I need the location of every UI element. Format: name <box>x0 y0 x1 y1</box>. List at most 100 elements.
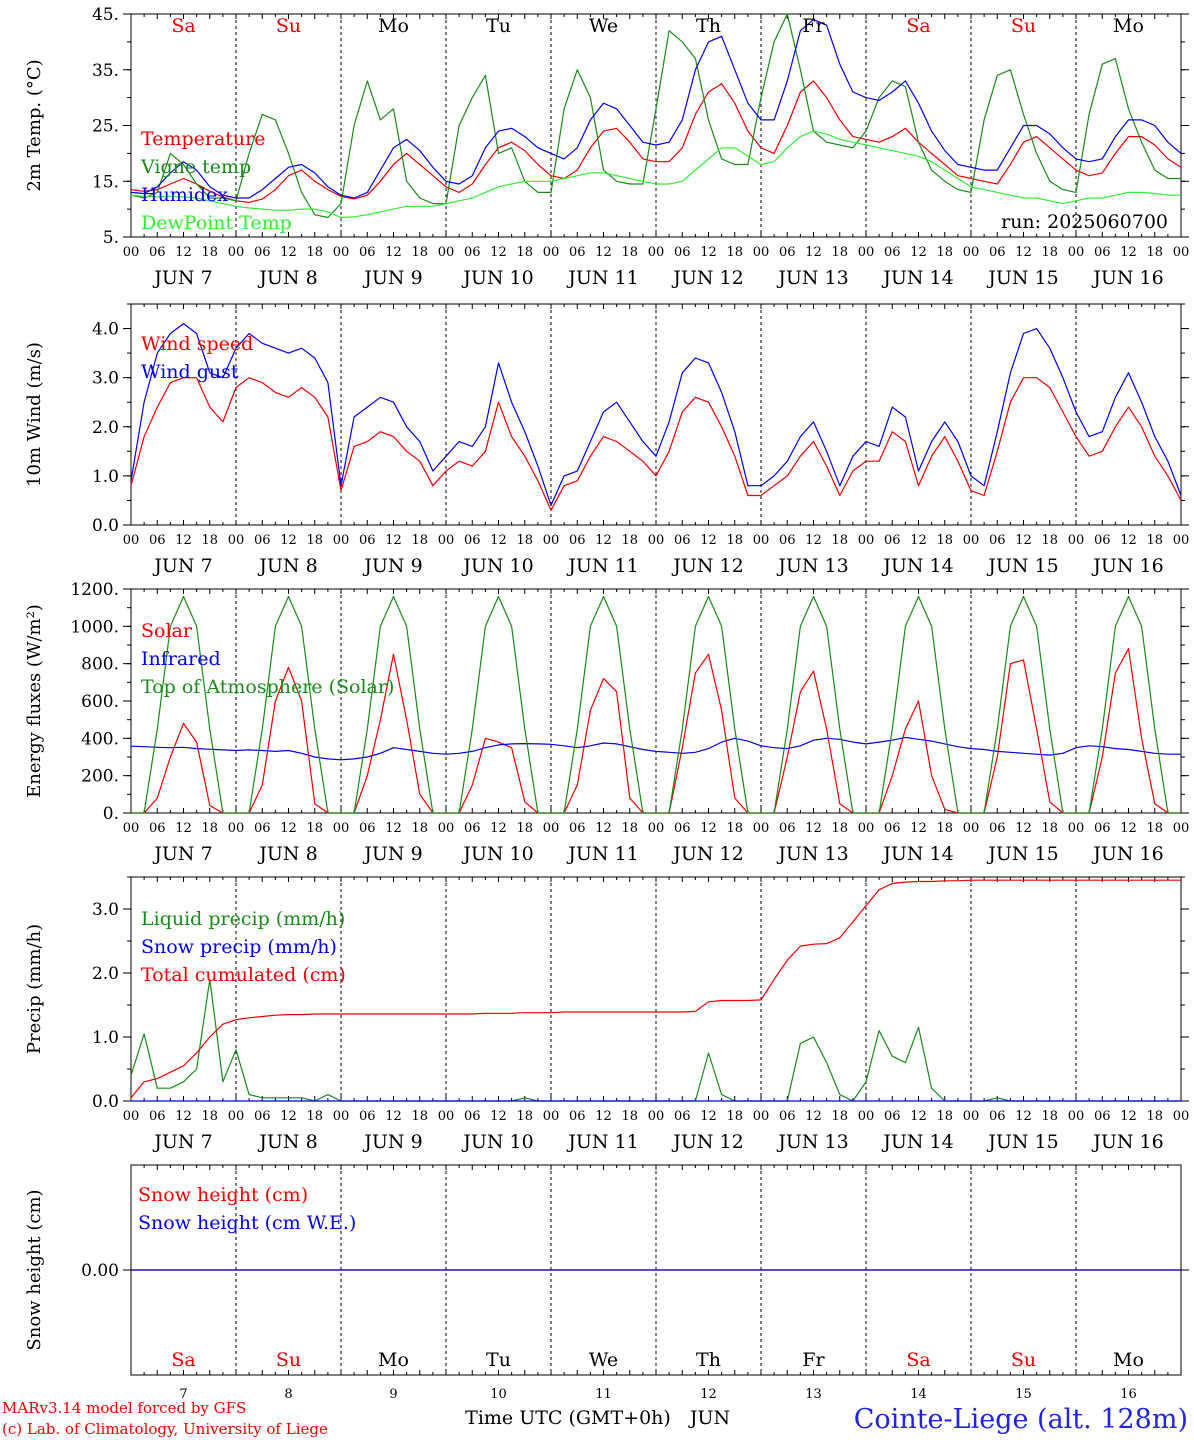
hour-label: 12 <box>595 1109 612 1124</box>
hour-label: 18 <box>516 1109 533 1124</box>
hour-label: 18 <box>831 821 848 836</box>
legend-entry: Snow height (cm) <box>138 1184 308 1206</box>
hour-label: 06 <box>569 245 586 260</box>
day-date-label: JUN 13 <box>776 1131 848 1153</box>
legend-entry: Snow height (cm W.E.) <box>138 1212 356 1234</box>
hour-label: 18 <box>201 1109 218 1124</box>
hour-label: 18 <box>831 245 848 260</box>
hour-label: 00 <box>963 533 980 548</box>
hour-label: 18 <box>621 821 638 836</box>
hour-label: 00 <box>123 1109 140 1124</box>
day-date-label: JUN 14 <box>881 555 953 577</box>
station-label: Cointe-Liege (alt. 128m) <box>854 1404 1188 1435</box>
hour-label: 18 <box>516 821 533 836</box>
hour-label: 18 <box>411 245 428 260</box>
hour-label: 06 <box>674 1109 691 1124</box>
hour-label: 06 <box>569 821 586 836</box>
day-date-label: JUN 12 <box>671 555 743 577</box>
hour-label: 00 <box>123 821 140 836</box>
hour-label: 00 <box>333 821 350 836</box>
day-date-label: JUN 8 <box>257 843 317 865</box>
day-date-label: JUN 8 <box>257 267 317 289</box>
day-date-label: JUN 9 <box>362 555 422 577</box>
hour-label: 12 <box>175 533 192 548</box>
y-tick-label: 3.0 <box>92 900 119 920</box>
day-date-label: JUN 12 <box>671 267 743 289</box>
hour-label: 12 <box>175 245 192 260</box>
series-line-wind-speed <box>130 377 1182 511</box>
hour-label: 06 <box>989 245 1006 260</box>
hour-label: 00 <box>858 1109 875 1124</box>
weekday-label: Fr <box>802 15 825 37</box>
series-line-top-of-atmosphere-solar <box>131 595 1181 814</box>
hour-label: 06 <box>779 245 796 260</box>
day-date-label: JUN 10 <box>461 555 533 577</box>
y-tick-label: 45. <box>92 5 119 25</box>
hour-label: 18 <box>936 533 953 548</box>
hour-label: 12 <box>1120 821 1137 836</box>
y-tick-label: 1200. <box>70 580 119 600</box>
hour-label: 18 <box>1146 245 1163 260</box>
y-tick-label: 1.0 <box>92 467 119 487</box>
hour-label: 12 <box>1120 533 1137 548</box>
hour-label: 00 <box>753 533 770 548</box>
hour-label: 12 <box>280 245 297 260</box>
weekday-label: Sa <box>171 1349 195 1371</box>
hour-label: 06 <box>1094 533 1111 548</box>
hour-label: 06 <box>359 1109 376 1124</box>
legend-entry: Temperature <box>141 128 265 150</box>
hour-label: 00 <box>648 1109 665 1124</box>
hour-label: 18 <box>411 1109 428 1124</box>
hour-label: 00 <box>648 245 665 260</box>
weekday-label: Sa <box>906 1349 930 1371</box>
hour-label: 00 <box>438 1109 455 1124</box>
hour-label: 18 <box>411 533 428 548</box>
weekday-label: Mo <box>378 1349 409 1371</box>
day-number-label: 12 <box>700 1387 717 1402</box>
hour-label: 06 <box>569 533 586 548</box>
hour-label: 06 <box>254 245 271 260</box>
hour-label: 00 <box>1173 1109 1190 1124</box>
weekday-label: Fr <box>802 1349 825 1371</box>
panel-frame <box>130 588 1182 814</box>
day-date-label: JUN 14 <box>881 267 953 289</box>
hour-label: 00 <box>1068 533 1085 548</box>
weekday-label: Tu <box>486 15 511 37</box>
weekday-label: Th <box>696 1349 721 1371</box>
hour-label: 06 <box>149 821 166 836</box>
day-date-label: JUN 15 <box>986 1131 1058 1153</box>
y-tick-label: 0.0 <box>92 1092 119 1112</box>
weekday-label: Sa <box>906 15 930 37</box>
hour-label: 00 <box>228 1109 245 1124</box>
day-date-label: JUN 16 <box>1091 843 1163 865</box>
hour-label: 00 <box>543 245 560 260</box>
hour-label: 12 <box>805 821 822 836</box>
weekday-label: Su <box>276 15 301 37</box>
weekday-label: Th <box>696 15 721 37</box>
day-date-label: JUN 10 <box>461 1131 533 1153</box>
hour-label: 12 <box>1015 1109 1032 1124</box>
day-number-label: 11 <box>595 1387 612 1402</box>
hour-label: 18 <box>306 245 323 260</box>
hour-label: 12 <box>805 1109 822 1124</box>
hour-label: 00 <box>858 533 875 548</box>
hour-label: 18 <box>936 245 953 260</box>
hour-label: 00 <box>123 245 140 260</box>
hour-label: 06 <box>674 533 691 548</box>
hour-label: 06 <box>1094 1109 1111 1124</box>
hour-label: 18 <box>726 245 743 260</box>
hour-label: 00 <box>333 1109 350 1124</box>
day-date-label: JUN 11 <box>566 555 638 577</box>
hour-label: 06 <box>884 821 901 836</box>
hour-label: 18 <box>201 821 218 836</box>
hour-label: 18 <box>936 1109 953 1124</box>
y-tick-label: 1000. <box>70 617 119 637</box>
hour-label: 18 <box>726 821 743 836</box>
hour-label: 00 <box>333 245 350 260</box>
day-number-label: 15 <box>1015 1387 1032 1402</box>
hour-label: 06 <box>149 245 166 260</box>
hour-label: 18 <box>1041 533 1058 548</box>
day-date-label: JUN 13 <box>776 843 848 865</box>
hour-label: 00 <box>228 245 245 260</box>
